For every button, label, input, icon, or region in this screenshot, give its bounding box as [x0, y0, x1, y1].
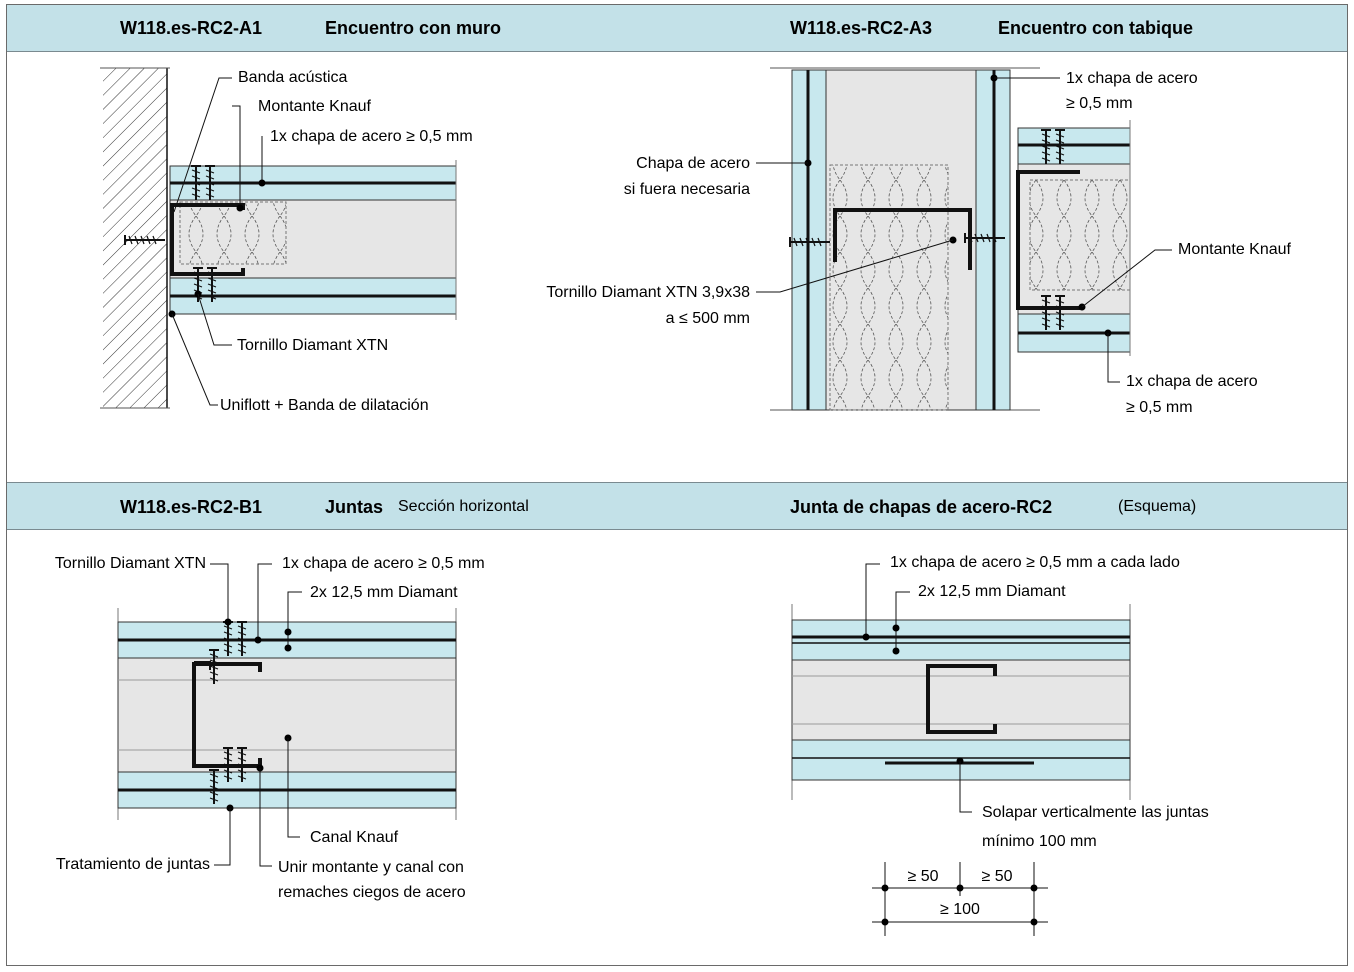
label-solapar-1: Solapar verticalmente las juntas: [982, 804, 1209, 821]
b1-drawing: [117, 563, 457, 867]
dim-label-100: ≥ 100: [940, 901, 980, 918]
label-chapa-top-a3: 1x chapa de acero: [1066, 70, 1198, 87]
label-tratamiento-juntas: Tratamiento de juntas: [55, 856, 210, 873]
label-diamant-b1: 2x 12,5 mm Diamant: [310, 584, 458, 601]
label-chapa-opt: Chapa de acero: [636, 155, 750, 172]
label-uniflott: Uniflott + Banda de dilatación: [220, 397, 429, 414]
panel-a1-title: Encuentro con muro: [325, 18, 502, 38]
drawing-frame: [6, 4, 1348, 966]
label-banda-acustica: Banda acústica: [238, 69, 348, 86]
header-rule-top: [7, 51, 1347, 52]
panel-scheme-title: Junta de chapas de acero-RC2: [790, 497, 1053, 517]
panel-b1-code: W118.es-RC2-B1: [120, 497, 263, 517]
header-rule-bottom: [7, 529, 1347, 530]
label-chapa-a1: 1x chapa de acero ≥ 0,5 mm: [270, 128, 473, 145]
label-tornillo-b1: Tornillo Diamant XTN: [54, 555, 206, 572]
label-chapa-top-a3-value: ≥ 0,5 mm: [1066, 95, 1133, 112]
label-canal-knauf: Canal Knauf: [310, 829, 399, 846]
scheme-drawing: [791, 563, 1131, 936]
panel-scheme-subtitle: (Esquema): [1118, 498, 1197, 515]
a1-drawing: [100, 67, 457, 409]
a3-drawing: [756, 67, 1172, 411]
panel-a3-title: Encuentro con tabique: [998, 18, 1194, 38]
label-chapa-bot-a3: 1x chapa de acero: [1126, 373, 1258, 390]
label-tornillo-a3-spacing: a ≤ 500 mm: [665, 310, 750, 327]
label-montante-knauf-a1: Montante Knauf: [258, 98, 371, 115]
header-bar-bottom: [7, 483, 1347, 529]
header-bar-top: [7, 5, 1347, 51]
label-diamant-scheme: 2x 12,5 mm Diamant: [918, 583, 1066, 600]
label-unir-2: remaches ciegos de acero: [278, 884, 466, 901]
panel-a3-code: W118.es-RC2-A3: [790, 18, 933, 38]
panel-b1-title: Juntas: [325, 497, 384, 517]
section-divider: [7, 482, 1347, 483]
panel-b1-subtitle: Sección horizontal: [398, 498, 529, 515]
panel-a1-code: W118.es-RC2-A1: [120, 18, 263, 38]
label-chapa-scheme: 1x chapa de acero ≥ 0,5 mm a cada lado: [890, 554, 1180, 571]
label-chapa-opt-2: si fuera necesaria: [623, 181, 750, 198]
dim-label-50-left: ≥ 50: [907, 868, 939, 885]
label-montante-knauf-a3: Montante Knauf: [1178, 241, 1291, 258]
label-chapa-bot-a3-value: ≥ 0,5 mm: [1126, 399, 1193, 416]
label-tornillo-a3: Tornillo Diamant XTN 3,9x38: [546, 284, 750, 301]
label-solapar-2: mínimo 100 mm: [982, 833, 1097, 850]
dim-label-50-right: ≥ 50: [981, 868, 1013, 885]
label-unir-1: Unir montante y canal con: [278, 859, 464, 876]
label-tornillo-a1: Tornillo Diamant XTN: [237, 337, 389, 354]
label-chapa-b1: 1x chapa de acero ≥ 0,5 mm: [282, 555, 485, 572]
